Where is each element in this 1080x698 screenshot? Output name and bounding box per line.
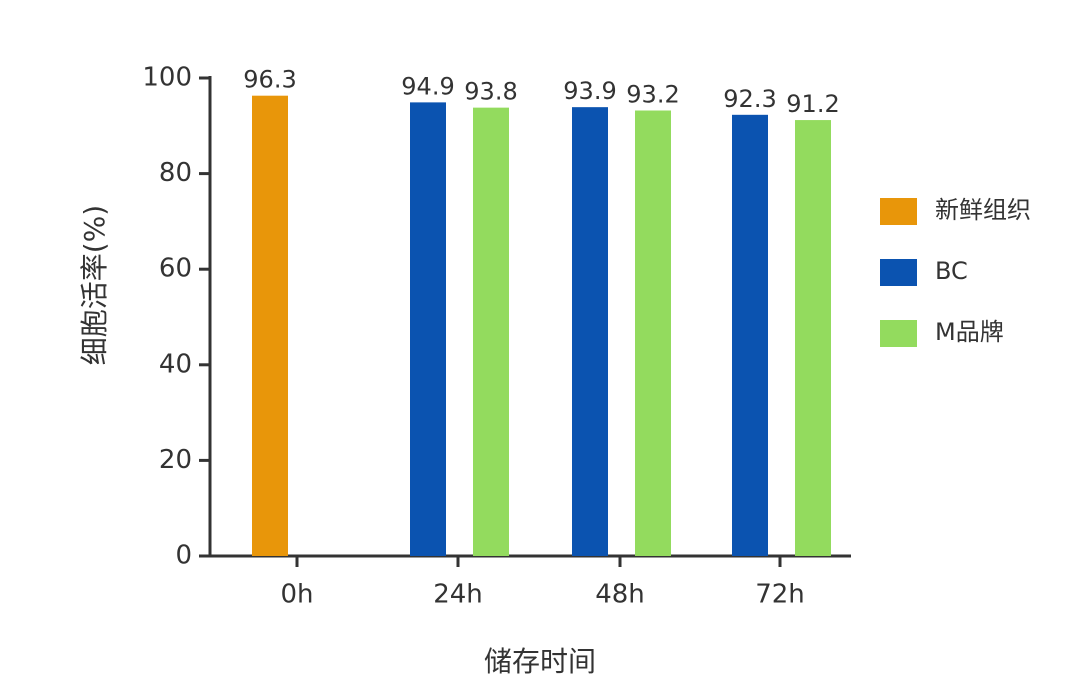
value-label: 96.3 [243, 66, 296, 94]
x-tick-label: 72h [755, 580, 805, 610]
legend-swatch [880, 320, 917, 347]
value-label: 93.2 [626, 81, 679, 109]
x-tick-label: 48h [595, 580, 645, 610]
bar [410, 102, 446, 557]
legend-label: M品牌 [935, 318, 1004, 346]
legend-swatch [880, 259, 917, 286]
y-tick-label: 60 [159, 254, 192, 284]
x-tick-label: 0h [280, 580, 313, 610]
bar [732, 114, 768, 556]
value-label: 93.9 [563, 77, 616, 105]
value-label: 94.9 [401, 72, 454, 100]
bar [635, 110, 671, 556]
legend-swatch [880, 198, 917, 225]
bar [572, 107, 608, 557]
y-axis-title: 细胞活率(%) [78, 205, 111, 365]
y-tick-label: 20 [159, 445, 192, 475]
bar [473, 107, 509, 557]
y-tick-label: 40 [159, 349, 192, 379]
bar [252, 95, 288, 556]
legend-label: 新鲜组织 [935, 196, 1031, 224]
value-label: 92.3 [723, 85, 776, 113]
bar [795, 120, 831, 557]
y-tick-label: 0 [175, 541, 192, 571]
legend-label: BC [935, 257, 968, 285]
x-tick-label: 24h [433, 580, 483, 610]
x-axis-title: 储存时间 [484, 645, 596, 678]
value-label: 93.8 [464, 78, 517, 106]
y-tick-label: 100 [142, 63, 192, 93]
value-label: 91.2 [786, 90, 839, 118]
y-tick-label: 80 [159, 158, 192, 188]
